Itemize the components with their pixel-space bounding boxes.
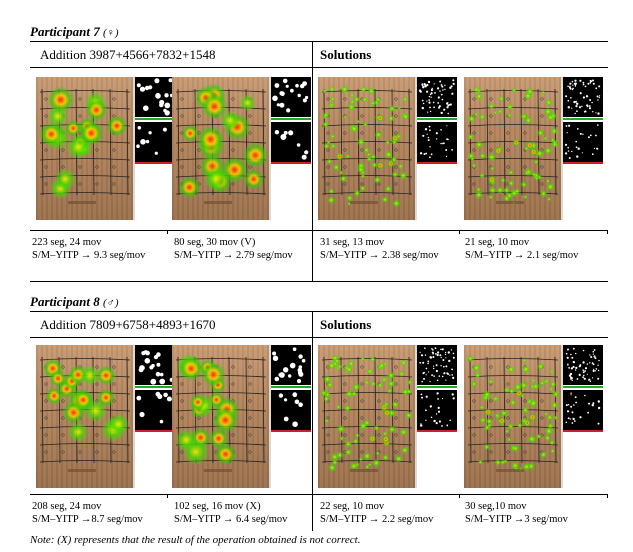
caption-time: 31 seg, 13 mov xyxy=(320,237,385,248)
participant-8-label: Participant 8 xyxy=(30,294,100,309)
participant-7-solutions-header: Solutions xyxy=(320,47,372,62)
heatmap-overlay xyxy=(175,83,269,204)
pattern-side-panel xyxy=(271,345,311,488)
heatmap-photo xyxy=(172,77,269,220)
heatmap-overlay xyxy=(320,354,413,472)
pattern-side-panel xyxy=(417,345,457,488)
caption-time: 208 seg, 24 mov xyxy=(32,501,102,512)
caption-rate: S/M–YITP → 9.3 seg/mov xyxy=(32,250,146,261)
participant-7-divider xyxy=(312,41,313,281)
heatmap-photo xyxy=(464,77,561,220)
heatmap-overlay xyxy=(466,354,560,473)
participant-8-caption-2: 102 seg, 16 mov (X) S/M–YITP → 6.4 seg/m… xyxy=(174,500,287,526)
participant-8-caption-3: 22 seg, 10 mov S/M–YITP → 2.2 seg/mov xyxy=(320,500,433,526)
caption-time: 21 seg, 10 mov xyxy=(465,237,530,248)
male-symbol: (♂) xyxy=(102,297,119,309)
pattern-side-panel xyxy=(271,77,311,220)
caption-rate: S/M–YITP → 2.1 seg/mov xyxy=(465,250,579,261)
tick xyxy=(607,494,608,498)
tick xyxy=(459,494,460,498)
caption-rate: S/M–YITP → 2.2 seg/mov xyxy=(320,514,434,525)
participant-7-title: Participant 7 (♀) xyxy=(30,24,119,40)
pattern-side-panel xyxy=(563,345,603,488)
participant-7-thumbnail-2 xyxy=(172,77,311,220)
caption-rate: S/M–YITP → 2.79 seg/mov xyxy=(174,250,293,261)
caption-rate: S/M–YITP → 6.4 seg/mov xyxy=(174,514,288,525)
heatmap-photo xyxy=(172,345,269,488)
participant-7-addition-header: Addition 3987+4566+7832+1548 xyxy=(40,47,216,62)
heatmap-overlay xyxy=(321,85,413,208)
participant-8-divider xyxy=(312,311,313,531)
participant-7-caption-4: 21 seg, 10 mov S/M–YITP → 2.1 seg/mov xyxy=(465,236,578,262)
participant-7-label: Participant 7 xyxy=(30,24,100,39)
caption-rate: S/M–YITP → 2.38 seg/mov xyxy=(320,250,439,261)
tick xyxy=(607,230,608,234)
participant-7-caption-3: 31 seg, 13 mov S/M–YITP → 2.38 seg/mov xyxy=(320,236,439,262)
caption-time: 30 seg,10 mov xyxy=(465,501,527,512)
participant-8-thumbnail-1 xyxy=(36,345,175,488)
participant-7-thumbnail-1 xyxy=(36,77,175,220)
female-symbol: (♀) xyxy=(102,27,119,39)
caption-rate: S/M–YITP →3 seg/mov xyxy=(465,514,568,525)
participant-7-header-rule xyxy=(30,67,608,68)
heatmap-photo xyxy=(36,77,133,220)
participant-8-thumbnail-4 xyxy=(464,345,603,488)
caption-time: 22 seg, 10 mov xyxy=(320,501,385,512)
participant-8-addition-header: Addition 7809+6758+4893+1670 xyxy=(40,317,216,332)
pattern-side-panel xyxy=(135,345,175,488)
tick xyxy=(167,230,168,234)
participant-7-caption-2: 80 seg, 30 mov (V) S/M–YITP → 2.79 seg/m… xyxy=(174,236,293,262)
heatmap-photo xyxy=(318,77,415,220)
participant-7-top-rule xyxy=(30,41,608,42)
heatmap-overlay xyxy=(175,353,267,472)
participant-8-caption-rule xyxy=(30,494,608,495)
heatmap-photo xyxy=(36,345,133,488)
participant-8-title: Participant 8 (♂) xyxy=(30,294,119,310)
caption-time: 102 seg, 16 mov (X) xyxy=(174,501,261,512)
pattern-side-panel xyxy=(135,77,175,220)
heatmap-overlay xyxy=(39,86,131,204)
caption-rate: S/M–YITP →8.7 seg/mov xyxy=(32,514,143,525)
participant-8-thumbnail-3 xyxy=(318,345,457,488)
participant-8-caption-4: 30 seg,10 mov S/M–YITP →3 seg/mov xyxy=(465,500,568,526)
participant-7-caption-rule xyxy=(30,230,608,231)
caption-time: 80 seg, 30 mov (V) xyxy=(174,237,256,248)
participant-7-thumbnail-3 xyxy=(318,77,457,220)
participant-8-caption-1: 208 seg, 24 mov S/M–YITP →8.7 seg/mov xyxy=(32,500,143,526)
participant-7-thumbnail-4 xyxy=(464,77,603,220)
tick xyxy=(459,230,460,234)
pattern-side-panel xyxy=(417,77,457,220)
participant-7-bottom-rule xyxy=(30,281,608,282)
heatmap-photo xyxy=(318,345,415,488)
heatmap-overlay xyxy=(467,86,560,205)
heatmap-overlay xyxy=(39,356,131,472)
participant-8-header-rule xyxy=(30,337,608,338)
participant-8-top-rule xyxy=(30,311,608,312)
tick xyxy=(167,494,168,498)
pattern-side-panel xyxy=(563,77,603,220)
participant-8-thumbnail-2 xyxy=(172,345,311,488)
caption-time: 223 seg, 24 mov xyxy=(32,237,102,248)
table-note: Note: (X) represents that the result of … xyxy=(30,534,361,546)
participant-7-caption-1: 223 seg, 24 mov S/M–YITP → 9.3 seg/mov xyxy=(32,236,145,262)
participant-8-solutions-header: Solutions xyxy=(320,317,372,332)
heatmap-photo xyxy=(464,345,561,488)
